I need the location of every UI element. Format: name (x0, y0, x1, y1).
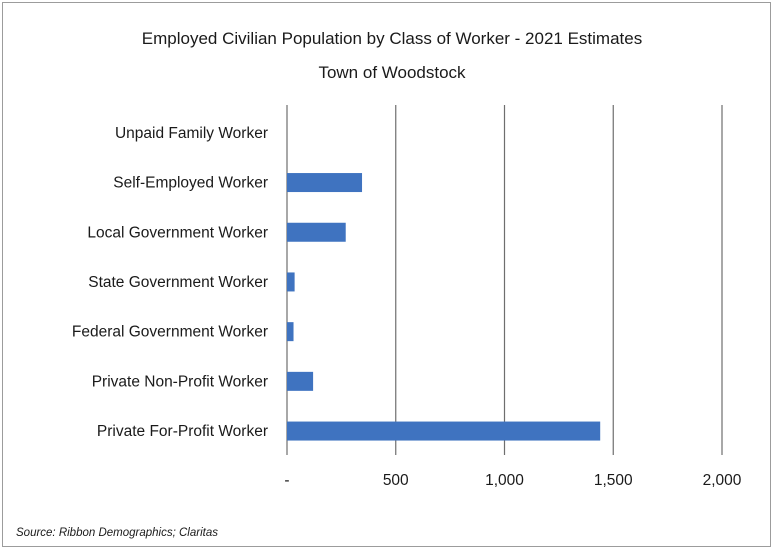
category-label: Private Non-Profit Worker (92, 373, 268, 390)
bar (287, 371, 314, 391)
category-label: State Government Worker (88, 274, 268, 291)
category-label: Private For-Profit Worker (97, 423, 268, 440)
bar (287, 322, 294, 342)
x-tick-label: - (284, 472, 289, 489)
bar (287, 173, 363, 193)
chart-title: Employed Civilian Population by Class of… (142, 29, 642, 48)
x-tick-label: 500 (383, 472, 409, 489)
bar (287, 222, 346, 242)
chart-subtitle: Town of Woodstock (318, 63, 466, 82)
category-label: Local Government Worker (87, 224, 268, 241)
x-tick-labels: - 500 1,000 1,500 2,000 (284, 472, 741, 489)
category-label: Federal Government Worker (72, 324, 268, 341)
x-tick-label: 2,000 (703, 472, 742, 489)
category-label: Unpaid Family Worker (115, 125, 268, 142)
source-note: Source: Ribbon Demographics; Claritas (16, 527, 218, 539)
category-label: Self-Employed Worker (113, 175, 268, 192)
gridlines (286, 105, 723, 455)
bar (287, 421, 601, 441)
category-labels: Unpaid Family Worker Self-Employed Worker… (72, 125, 268, 440)
bars (287, 173, 601, 441)
x-tick-label: 1,000 (485, 472, 524, 489)
x-tick-label: 1,500 (594, 472, 633, 489)
bar (287, 272, 295, 292)
